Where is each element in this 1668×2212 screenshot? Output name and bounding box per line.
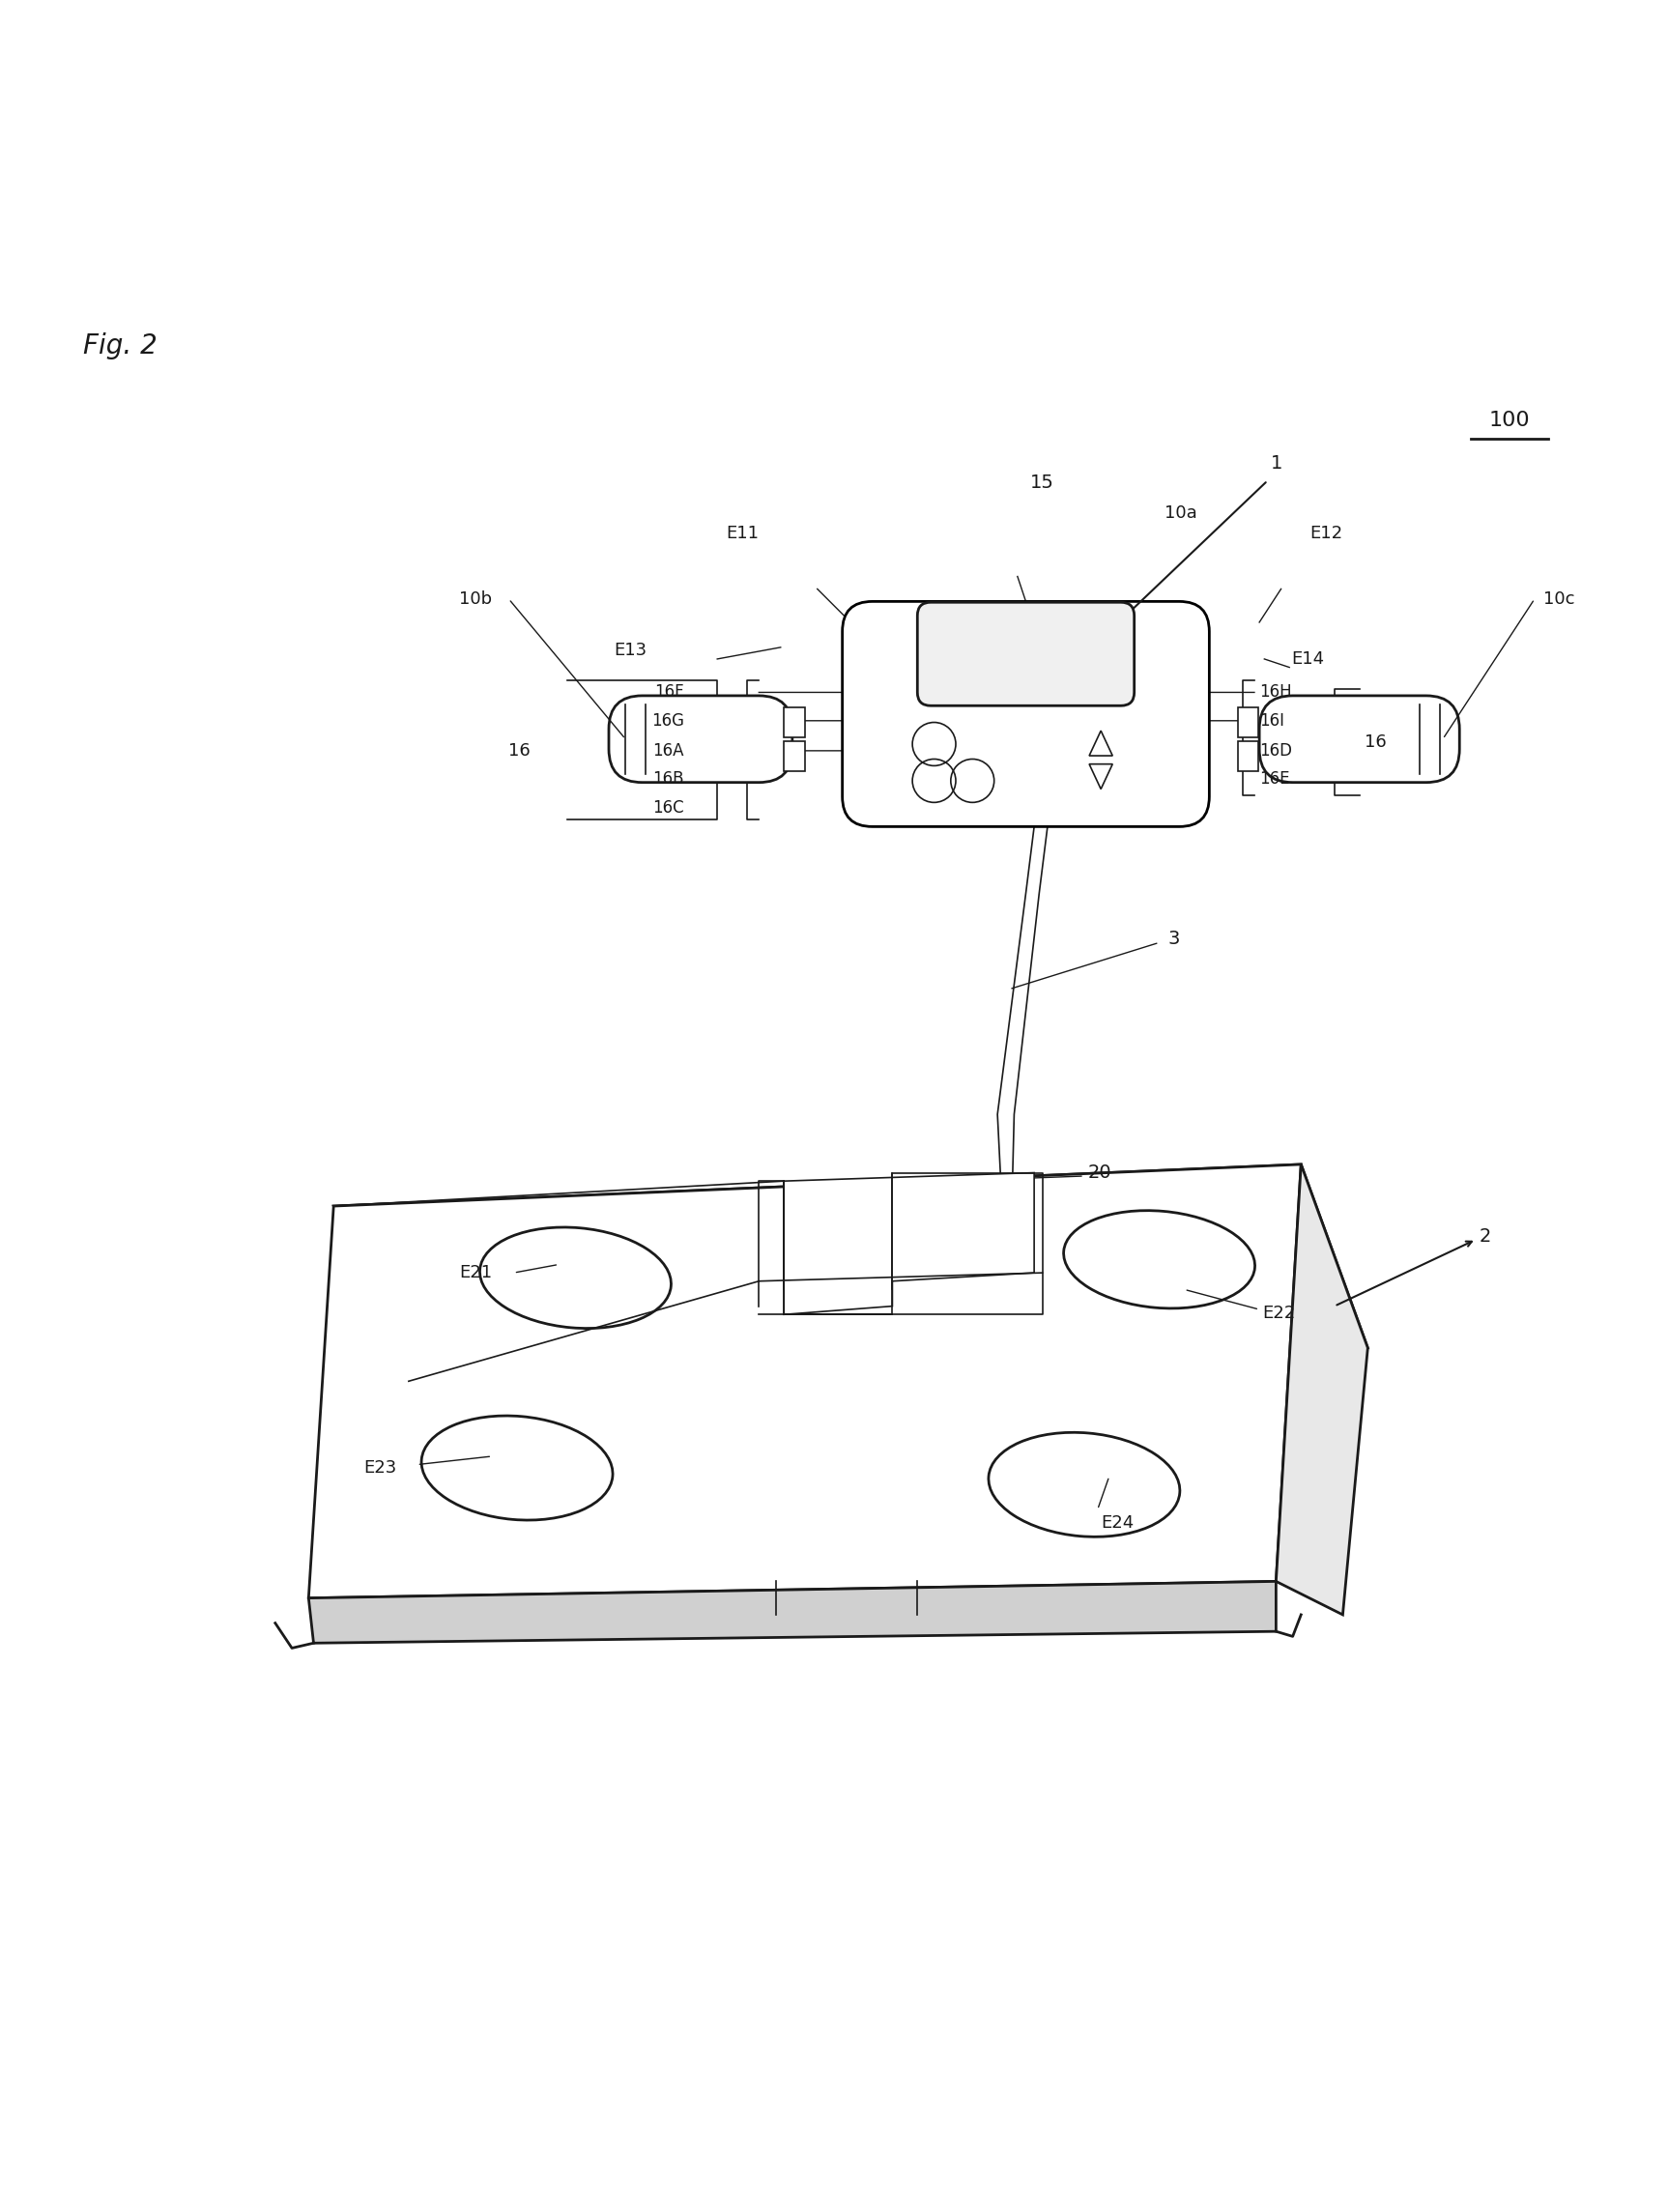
FancyBboxPatch shape	[842, 602, 1209, 827]
Bar	[1238, 708, 1259, 737]
Text: 20: 20	[1088, 1164, 1111, 1181]
Bar	[784, 741, 806, 770]
Polygon shape	[1276, 1164, 1368, 1615]
Text: E21: E21	[459, 1263, 492, 1281]
Polygon shape	[309, 1164, 1301, 1597]
Text: 16C: 16C	[652, 799, 684, 816]
Bar	[784, 708, 806, 737]
Text: 16G: 16G	[651, 712, 684, 730]
Text: 16F: 16F	[654, 684, 684, 701]
Text: 16H: 16H	[1259, 684, 1291, 701]
Text: E22: E22	[1263, 1305, 1296, 1321]
Text: 100: 100	[1490, 411, 1530, 431]
FancyBboxPatch shape	[917, 602, 1134, 706]
Text: E11: E11	[726, 524, 759, 542]
Text: 16: 16	[1364, 734, 1386, 752]
Text: 16E: 16E	[1259, 770, 1289, 787]
Bar	[1238, 741, 1259, 770]
Text: E24: E24	[1101, 1515, 1134, 1531]
Text: E23: E23	[364, 1460, 397, 1478]
FancyBboxPatch shape	[609, 697, 792, 783]
Polygon shape	[309, 1582, 1276, 1644]
Text: Fig. 2: Fig. 2	[83, 332, 157, 358]
Text: 1: 1	[1271, 453, 1283, 471]
Text: 10c: 10c	[1543, 591, 1575, 608]
Text: E12: E12	[1309, 524, 1343, 542]
Text: 16A: 16A	[652, 741, 684, 759]
Text: 2: 2	[1480, 1228, 1491, 1245]
Text: 10a: 10a	[1164, 504, 1198, 522]
Text: E13: E13	[614, 641, 647, 659]
Text: 15: 15	[1031, 473, 1054, 493]
FancyBboxPatch shape	[1259, 697, 1460, 783]
Text: E14: E14	[1291, 650, 1324, 668]
Text: 3: 3	[1168, 929, 1179, 949]
Text: 16: 16	[509, 741, 530, 759]
Text: 10b: 10b	[459, 591, 492, 608]
Text: 16I: 16I	[1259, 712, 1284, 730]
Text: 16B: 16B	[652, 770, 684, 787]
Polygon shape	[784, 1172, 1034, 1314]
Polygon shape	[334, 1164, 1368, 1380]
Text: 16D: 16D	[1259, 741, 1293, 759]
